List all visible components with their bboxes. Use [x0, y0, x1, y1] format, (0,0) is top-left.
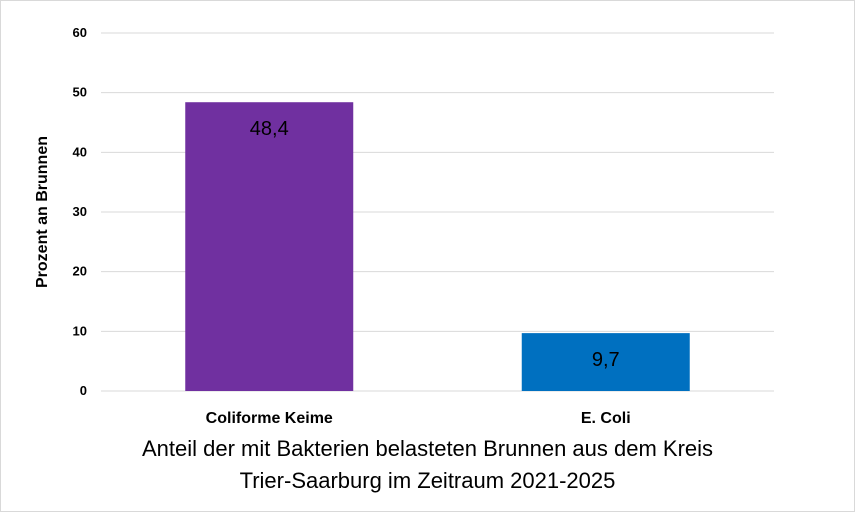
chart-title: Anteil der mit Bakterien belasteten Brun… [1, 433, 854, 497]
y-tick-label: 40 [73, 144, 87, 159]
data-label: 48,4 [250, 118, 289, 140]
bar [185, 102, 354, 392]
x-tick-label: E. Coli [581, 410, 631, 427]
chart-title-line-2: Trier-Saarburg im Zeitraum 2021-2025 [239, 468, 616, 493]
y-tick-label: 20 [73, 264, 87, 279]
y-tick-label: 60 [73, 25, 87, 40]
chart-title-line-1: Anteil der mit Bakterien belasteten Brun… [141, 436, 714, 461]
x-tick-label: Coliforme Keime [206, 410, 333, 427]
y-axis-label: Prozent an Brunnen [34, 136, 51, 288]
bar-chart: Prozent an Brunnen 0 10 20 30 40 50 60 48,4 Coli… [34, 25, 774, 427]
y-tick-label: 30 [73, 204, 87, 219]
data-label: 9,7 [592, 349, 620, 371]
y-tick-label: 10 [73, 323, 87, 338]
y-tick-label: 0 [80, 383, 87, 398]
bar [521, 333, 690, 391]
y-tick-label: 50 [73, 85, 87, 100]
